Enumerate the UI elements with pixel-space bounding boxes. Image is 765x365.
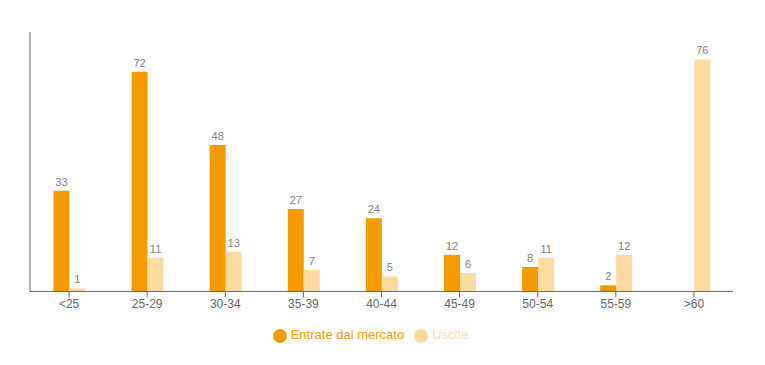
- svg-text:40-44: 40-44: [366, 297, 397, 311]
- svg-text:30-34: 30-34: [210, 297, 241, 311]
- svg-text:11: 11: [150, 243, 161, 255]
- svg-text:11: 11: [540, 243, 551, 255]
- svg-text:5: 5: [387, 261, 393, 273]
- svg-text:76: 76: [696, 44, 708, 56]
- svg-text:8: 8: [527, 252, 533, 264]
- html-text:Uscite: Uscite: [432, 327, 469, 343]
- svg-text:1: 1: [74, 273, 80, 285]
- svg-text:6: 6: [465, 258, 471, 270]
- svg-text:13: 13: [228, 237, 240, 249]
- svg-text:27: 27: [290, 194, 302, 206]
- svg-text:12: 12: [446, 240, 458, 252]
- svg-text:2: 2: [605, 270, 611, 282]
- html-text:Entrate dal mercato: Entrate dal mercato: [290, 327, 405, 343]
- svg-text:72: 72: [133, 57, 145, 69]
- svg-text:25-29: 25-29: [132, 297, 163, 311]
- svg-text:33: 33: [55, 176, 67, 188]
- svg-text:50-54: 50-54: [522, 297, 553, 311]
- svg-text:55-59: 55-59: [600, 297, 631, 311]
- svg-text:48: 48: [212, 130, 224, 142]
- svg-text:35-39: 35-39: [288, 297, 319, 311]
- svg-text:45-49: 45-49: [444, 297, 475, 311]
- svg-text:24: 24: [368, 203, 380, 215]
- svg-text:>60: >60: [684, 297, 705, 311]
- svg-text:7: 7: [309, 255, 315, 267]
- svg-text:<25: <25: [59, 297, 80, 311]
- svg-text:12: 12: [618, 240, 630, 252]
